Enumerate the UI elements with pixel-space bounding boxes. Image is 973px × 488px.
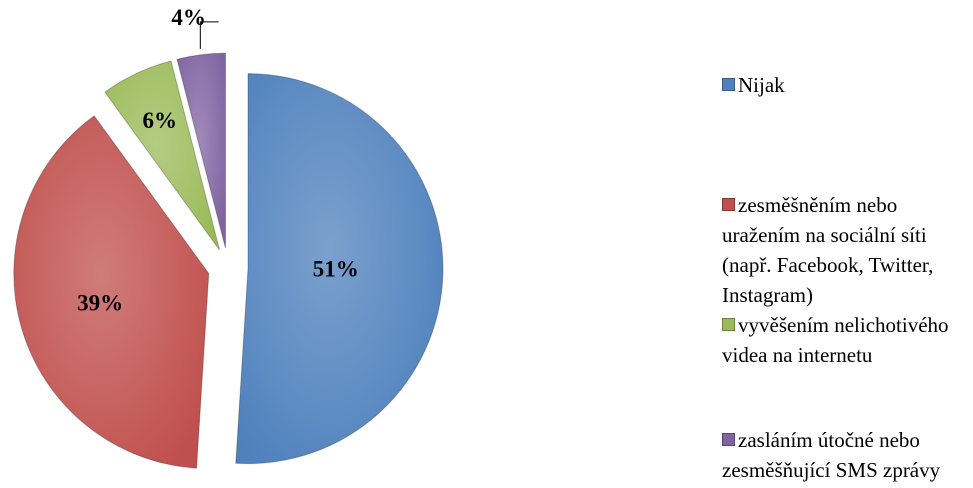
legend-item: zesměšněním nebo uražením na sociální sí… <box>722 190 967 310</box>
leader-line <box>199 21 219 49</box>
legend-label: zesměšněním nebo uražením na sociální sí… <box>722 193 934 307</box>
legend-item: zasláním útočné nebo zesměšňující SMS zp… <box>722 425 967 485</box>
pie-slice <box>13 115 210 469</box>
legend-label: Nijak <box>738 73 785 97</box>
pie-slice <box>104 60 220 251</box>
legend-swatch <box>722 198 735 211</box>
legend-swatch <box>722 433 735 446</box>
data-label: 4% <box>171 5 206 30</box>
legend-item: Nijak <box>722 70 967 100</box>
legend-label: vyvěšením nelichotivého videa na interne… <box>722 313 949 367</box>
legend-item: vyvěšením nelichotivého videa na interne… <box>722 310 967 370</box>
data-label: 6% <box>142 108 177 133</box>
pie-slice <box>235 73 444 465</box>
legend-label: zasláním útočné nebo zesměšňující SMS zp… <box>722 428 941 482</box>
legend-swatch <box>722 78 735 91</box>
legend-swatch <box>722 318 735 331</box>
data-label: 51% <box>313 257 359 282</box>
pie-slice <box>176 52 226 249</box>
data-label: 39% <box>77 290 123 315</box>
